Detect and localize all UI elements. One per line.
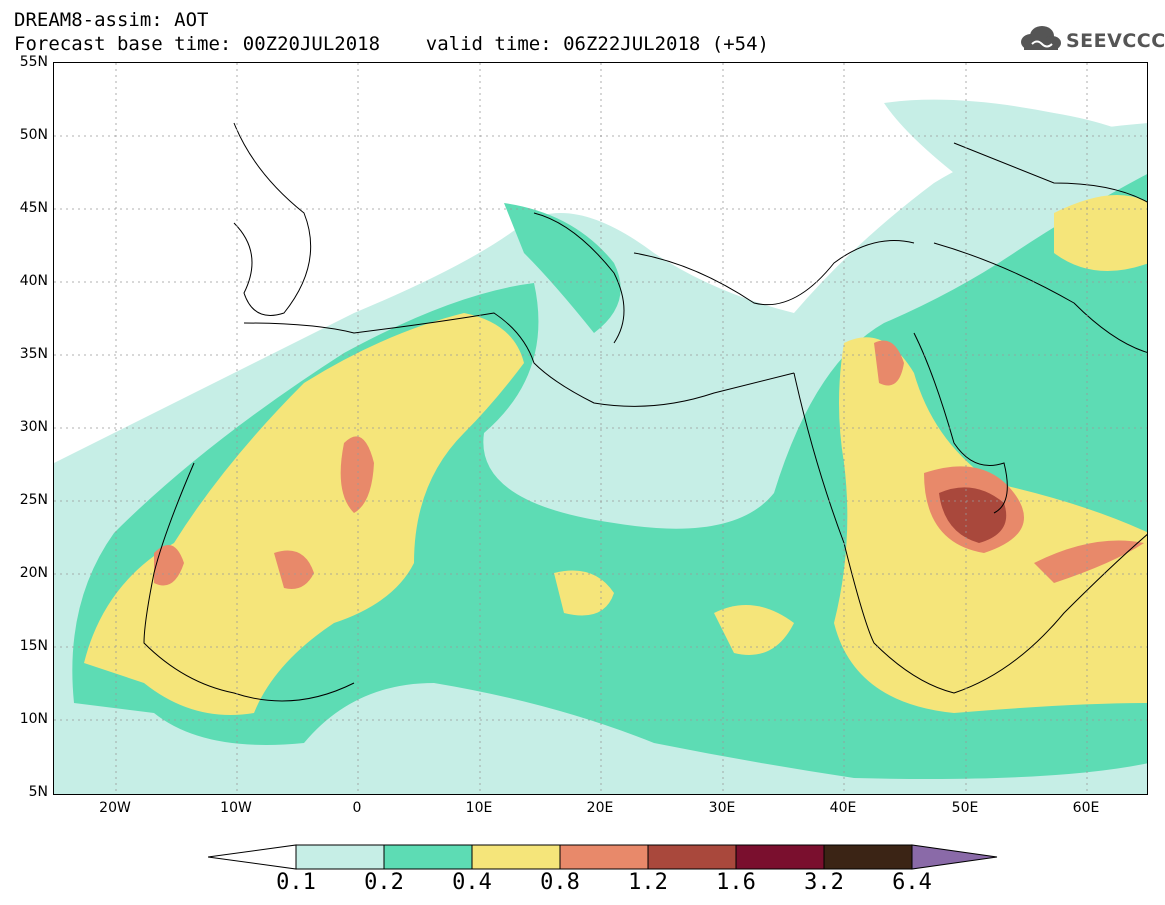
lat-label-5n: 5N [28, 784, 48, 800]
colorbar-label-3-2: 3.2 [804, 870, 844, 895]
lon-label-20e: 20E [586, 800, 614, 816]
colorbar-segment-0-2 [383, 844, 473, 870]
colorbar-segment-3-2 [823, 844, 913, 870]
colorbar-label-6-4: 6.4 [892, 870, 932, 895]
lon-label-10e: 10E [465, 800, 493, 816]
colorbar-label-1-2: 1.2 [628, 870, 668, 895]
colorbar-segment-below-0-1 [208, 844, 297, 870]
lon-label-50e: 50E [951, 800, 979, 816]
lat-label-25n: 25N [19, 492, 48, 508]
colorbar-label-0-2: 0.2 [364, 870, 404, 895]
colorbar-segment-0-8 [559, 844, 649, 870]
graticule [54, 63, 1147, 794]
forecast-time-info: Forecast base time: 00Z20JUL2018 valid t… [14, 33, 769, 55]
aot-map [53, 62, 1148, 795]
lat-label-45n: 45N [19, 200, 48, 216]
lon-label-10w: 10W [220, 800, 252, 816]
colorbar-label-0-8: 0.8 [540, 870, 580, 895]
lat-label-20n: 20N [19, 565, 48, 581]
colorbar-label-0-4: 0.4 [452, 870, 492, 895]
logo-text: SEEVCCC [1066, 30, 1165, 52]
lon-label-60e: 60E [1072, 800, 1100, 816]
colorbar-label-0-1: 0.1 [276, 870, 316, 895]
colorbar-segment-above-6-4 [911, 844, 998, 870]
aot-colorbar [208, 844, 998, 870]
colorbar-segment-1-6 [735, 844, 825, 870]
lon-label-20w: 20W [99, 800, 131, 816]
coastlines [143, 122, 1147, 702]
colorbar-segment-0-1 [295, 844, 385, 870]
lat-label-15n: 15N [19, 638, 48, 654]
lat-label-10n: 10N [19, 711, 48, 727]
colorbar-segment-0-4 [471, 844, 561, 870]
cloud-icon [1021, 26, 1061, 50]
colorbar-segment-1-2 [647, 844, 737, 870]
lon-label-0: 0 [352, 800, 362, 816]
lat-label-35n: 35N [19, 346, 48, 362]
lon-label-40e: 40E [829, 800, 857, 816]
map-title: DREAM8-assim: AOT [14, 9, 209, 31]
lat-label-55n: 55N [19, 54, 48, 70]
lon-label-30e: 30E [708, 800, 736, 816]
lat-label-40n: 40N [19, 273, 48, 289]
seevccc-logo: SEEVCCC [1018, 24, 1165, 56]
aot-map-canvas [54, 63, 1147, 794]
lat-label-50n: 50N [19, 127, 48, 143]
lat-label-30n: 30N [19, 419, 48, 435]
colorbar-label-1-6: 1.6 [716, 870, 756, 895]
